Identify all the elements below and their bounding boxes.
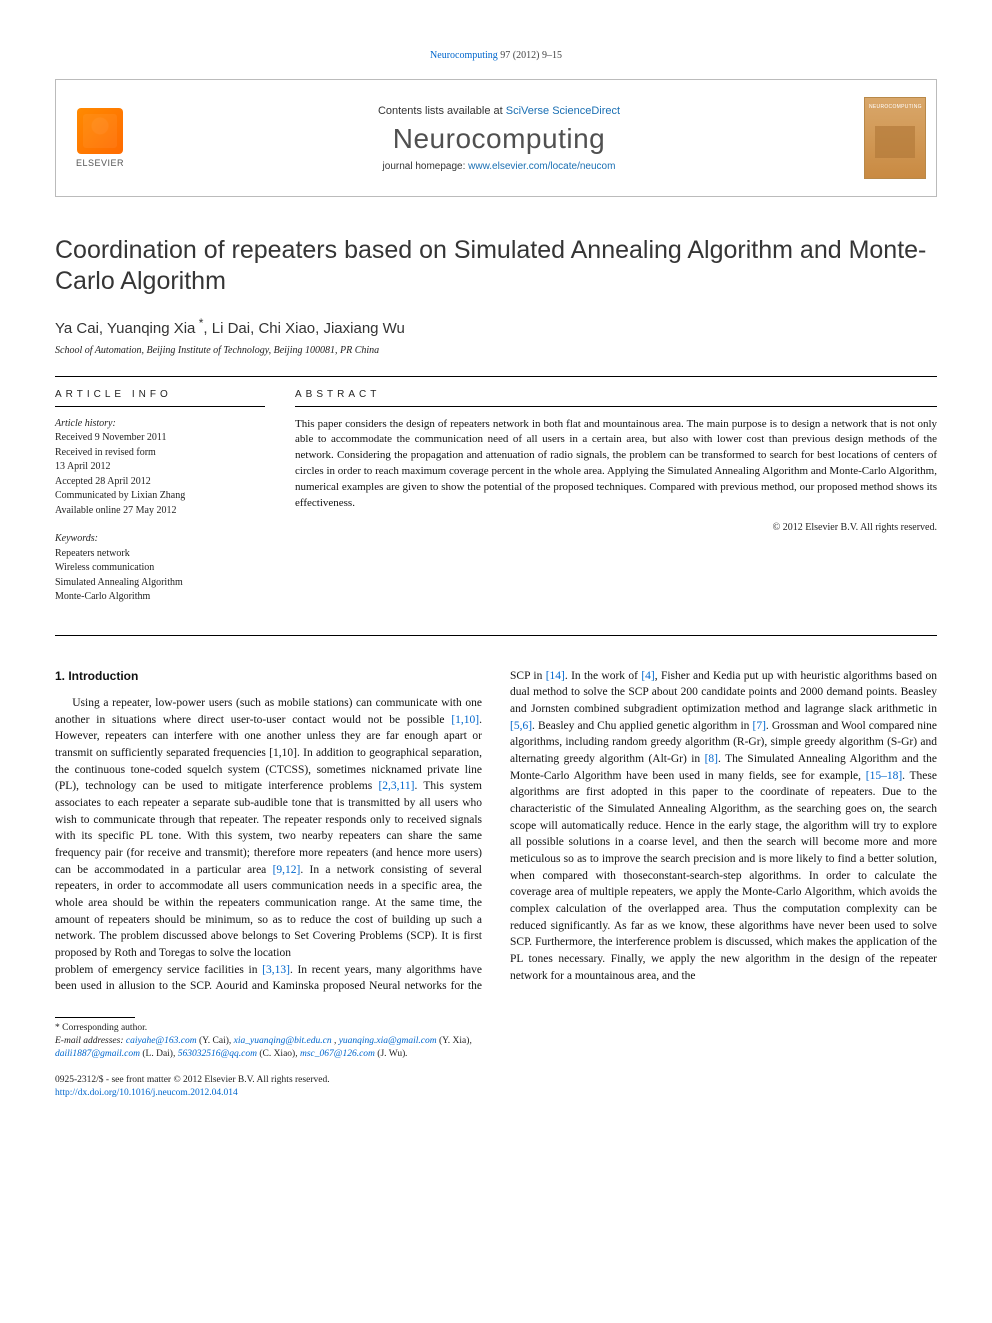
page: Neurocomputing 97 (2012) 9–15 ELSEVIER C…: [0, 0, 992, 1140]
citation-ref-link[interactable]: [7]: [752, 720, 765, 732]
top-divider: [55, 376, 937, 377]
email-link[interactable]: caiyahe@163.com: [126, 1036, 197, 1046]
section-heading-intro: 1. Introduction: [55, 668, 482, 685]
homepage-link[interactable]: www.elsevier.com/locate/neucom: [468, 161, 615, 172]
footnotes: * Corresponding author. E-mail addresses…: [55, 1017, 478, 1060]
keywords-header: Keywords:: [55, 532, 265, 547]
history-line: Accepted 28 April 2012: [55, 475, 265, 490]
issn-line: 0925-2312/$ - see front matter © 2012 El…: [55, 1074, 478, 1087]
article-history-block: Article history: Received 9 November 201…: [55, 417, 265, 519]
history-line: Received in revised form: [55, 446, 265, 461]
footer-meta: 0925-2312/$ - see front matter © 2012 El…: [55, 1074, 478, 1100]
citation-ref-link[interactable]: [5,6]: [510, 720, 532, 732]
citation-journal-link[interactable]: Neurocomputing: [430, 50, 500, 61]
running-citation: Neurocomputing 97 (2012) 9–15: [55, 50, 937, 61]
journal-cover-thumb: [854, 80, 936, 196]
citation-ref-link[interactable]: [15–18]: [866, 770, 902, 782]
citation-ref-link[interactable]: [8]: [705, 753, 718, 765]
journal-header-box: ELSEVIER Contents lists available at Sci…: [55, 79, 937, 197]
abstract-text: This paper considers the design of repea…: [295, 417, 937, 513]
emails-label: E-mail addresses:: [55, 1036, 124, 1046]
corresponding-author-note: * Corresponding author.: [55, 1022, 478, 1035]
author-ya-cai: Ya Cai,: [55, 320, 107, 337]
contents-prefix: Contents lists available at: [378, 105, 506, 117]
keyword: Wireless communication: [55, 561, 265, 576]
cover-image: [864, 97, 926, 179]
emails-line: E-mail addresses: caiyahe@163.com (Y. Ca…: [55, 1035, 478, 1061]
article-info-column: ARTICLE INFO Article history: Received 9…: [55, 389, 265, 605]
citation-ref-link[interactable]: [9,12]: [273, 864, 301, 876]
citation-ref-link[interactable]: [14]: [546, 670, 565, 682]
history-header: Article history:: [55, 417, 265, 432]
history-line: Communicated by Lixian Zhang: [55, 489, 265, 504]
email-link[interactable]: msc_067@126.com: [300, 1049, 375, 1059]
contents-line: Contents lists available at SciVerse Sci…: [378, 105, 620, 117]
abstract-copyright: © 2012 Elsevier B.V. All rights reserved…: [295, 522, 937, 533]
abstract-column: ABSTRACT This paper considers the design…: [295, 389, 937, 605]
publisher-logo: ELSEVIER: [56, 80, 144, 196]
keyword: Repeaters network: [55, 547, 265, 562]
keyword: Simulated Annealing Algorithm: [55, 576, 265, 591]
citation-vol-pages: 97 (2012) 9–15: [500, 50, 562, 61]
header-center: Contents lists available at SciVerse Sci…: [144, 80, 854, 196]
intro-paragraph-col1: Using a repeater, low-power users (such …: [55, 695, 482, 962]
email-link[interactable]: daili1887@gmail.com: [55, 1049, 140, 1059]
history-line: Available online 27 May 2012: [55, 504, 265, 519]
email-link[interactable]: xia_yuanqing@bit.edu.cn: [234, 1036, 332, 1046]
citation-ref-link[interactable]: [1,10]: [451, 714, 479, 726]
keywords-block: Keywords: Repeaters network Wireless com…: [55, 532, 265, 605]
history-line: 13 April 2012: [55, 460, 265, 475]
meta-row: ARTICLE INFO Article history: Received 9…: [55, 389, 937, 605]
footnote-rule: [55, 1017, 135, 1018]
doi-link[interactable]: http://dx.doi.org/10.1016/j.neucom.2012.…: [55, 1088, 238, 1098]
body-columns: 1. Introduction Using a repeater, low-po…: [55, 668, 937, 995]
article-info-label: ARTICLE INFO: [55, 389, 265, 407]
affiliation: School of Automation, Beijing Institute …: [55, 345, 937, 356]
citation-ref-link[interactable]: [2,3,11]: [378, 780, 414, 792]
article-title: Coordination of repeaters based on Simul…: [55, 235, 937, 298]
journal-name: Neurocomputing: [393, 123, 605, 155]
email-link[interactable]: 563032516@qq.com: [178, 1049, 257, 1059]
history-line: Received 9 November 2011: [55, 431, 265, 446]
sciencedirect-link[interactable]: SciVerse ScienceDirect: [506, 105, 620, 117]
citation-ref-link[interactable]: [4]: [641, 670, 654, 682]
authors-line: Ya Cai, Yuanqing Xia *, Li Dai, Chi Xiao…: [55, 316, 937, 337]
mid-divider: [55, 635, 937, 636]
author-yuanqing-xia: Yuanqing Xia: [107, 320, 195, 337]
homepage-prefix: journal homepage:: [383, 161, 469, 172]
author-rest: , Li Dai, Chi Xiao, Jiaxiang Wu: [203, 320, 404, 337]
citation-ref-link[interactable]: [3,13]: [262, 964, 290, 976]
keyword: Monte-Carlo Algorithm: [55, 590, 265, 605]
homepage-line: journal homepage: www.elsevier.com/locat…: [383, 161, 616, 172]
email-link[interactable]: yuanqing.xia@gmail.com: [339, 1036, 437, 1046]
abstract-label: ABSTRACT: [295, 389, 937, 407]
elsevier-tree-icon: [77, 108, 123, 154]
publisher-name: ELSEVIER: [76, 158, 124, 168]
